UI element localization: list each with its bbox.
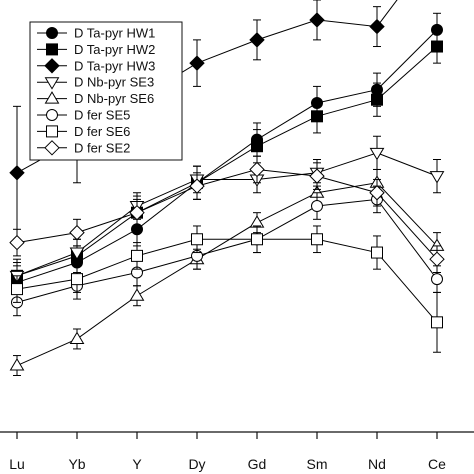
legend-marker bbox=[46, 109, 58, 121]
data-point-marker bbox=[309, 12, 325, 28]
legend-markers bbox=[37, 27, 67, 156]
data-point-marker bbox=[249, 32, 265, 48]
data-point-marker bbox=[191, 233, 203, 246]
legend-marker bbox=[44, 58, 60, 74]
legend-label: D fer SE5 bbox=[74, 108, 130, 123]
x-tick-label: Nd bbox=[368, 456, 386, 472]
x-axis-tick-labels: Lu Yb Y Dy Gd Sm Nd Ce bbox=[9, 456, 446, 472]
legend-label: D Ta-pyr HW3 bbox=[74, 58, 155, 73]
series-line bbox=[16, 238, 438, 323]
data-point-marker bbox=[9, 165, 25, 181]
data-point-marker bbox=[11, 283, 23, 296]
legend: D Ta-pyr HW1 D Ta-pyr HW2 D Ta-pyr HW3 D… bbox=[29, 21, 183, 161]
data-point-marker bbox=[429, 251, 445, 267]
data-point-marker bbox=[189, 178, 205, 194]
x-tick-label: Gd bbox=[248, 456, 267, 472]
series-line bbox=[16, 168, 438, 260]
legend-marker bbox=[46, 27, 58, 39]
data-point-marker bbox=[131, 249, 143, 262]
data-point-marker bbox=[371, 93, 383, 106]
data-point-marker bbox=[369, 18, 385, 35]
data-point-marker bbox=[429, 171, 445, 184]
x-tick-label: Lu bbox=[9, 456, 25, 472]
data-point-marker bbox=[311, 110, 323, 123]
data-point-marker bbox=[251, 233, 263, 246]
x-axis-ticks bbox=[16, 432, 438, 439]
legend-label: D fer SE6 bbox=[74, 124, 130, 139]
series-line bbox=[16, 152, 438, 277]
legend-marker bbox=[46, 43, 58, 56]
data-point-marker bbox=[9, 234, 25, 251]
series-group bbox=[9, 155, 445, 273]
legend-marker bbox=[44, 77, 60, 90]
data-point-marker bbox=[249, 161, 265, 178]
data-point-marker bbox=[369, 185, 385, 201]
data-point-marker bbox=[189, 55, 205, 71]
data-point-marker bbox=[431, 40, 443, 53]
data-point-marker bbox=[309, 168, 325, 184]
x-tick-label: Y bbox=[132, 456, 142, 472]
data-point-marker bbox=[69, 331, 85, 344]
data-point-marker bbox=[71, 273, 83, 286]
data-point-marker bbox=[69, 247, 85, 261]
series-line bbox=[16, 182, 438, 366]
data-point-marker bbox=[9, 358, 25, 371]
legend-label: D Ta-pyr HW1 bbox=[74, 26, 155, 41]
data-point-marker bbox=[311, 200, 323, 213]
x-tick-label: Sm bbox=[307, 456, 328, 472]
data-point-marker bbox=[251, 140, 263, 153]
x-tick-label: Yb bbox=[68, 456, 85, 472]
data-point-marker bbox=[371, 246, 383, 259]
data-point-marker bbox=[69, 224, 85, 241]
series-line bbox=[16, 29, 438, 283]
legend-label: D fer SE2 bbox=[74, 140, 130, 155]
legend-label: D Ta-pyr HW2 bbox=[74, 42, 155, 57]
legend-label: D Nb-pyr SE3 bbox=[74, 75, 154, 90]
data-point-marker bbox=[369, 147, 385, 161]
legend-label: D Nb-pyr SE6 bbox=[74, 91, 154, 106]
legend-marker bbox=[44, 91, 60, 104]
series-group bbox=[11, 225, 443, 353]
series-line bbox=[16, 46, 438, 277]
data-point-marker bbox=[431, 316, 443, 329]
x-tick-label: Dy bbox=[188, 456, 205, 472]
legend-marker bbox=[44, 140, 60, 156]
x-tick-label: Ce bbox=[428, 456, 446, 472]
data-point-marker bbox=[431, 273, 443, 286]
series-line bbox=[16, 198, 438, 303]
data-point-marker bbox=[129, 288, 145, 301]
data-point-marker bbox=[129, 204, 145, 221]
legend-marker bbox=[46, 125, 58, 138]
data-point-marker bbox=[311, 233, 323, 246]
